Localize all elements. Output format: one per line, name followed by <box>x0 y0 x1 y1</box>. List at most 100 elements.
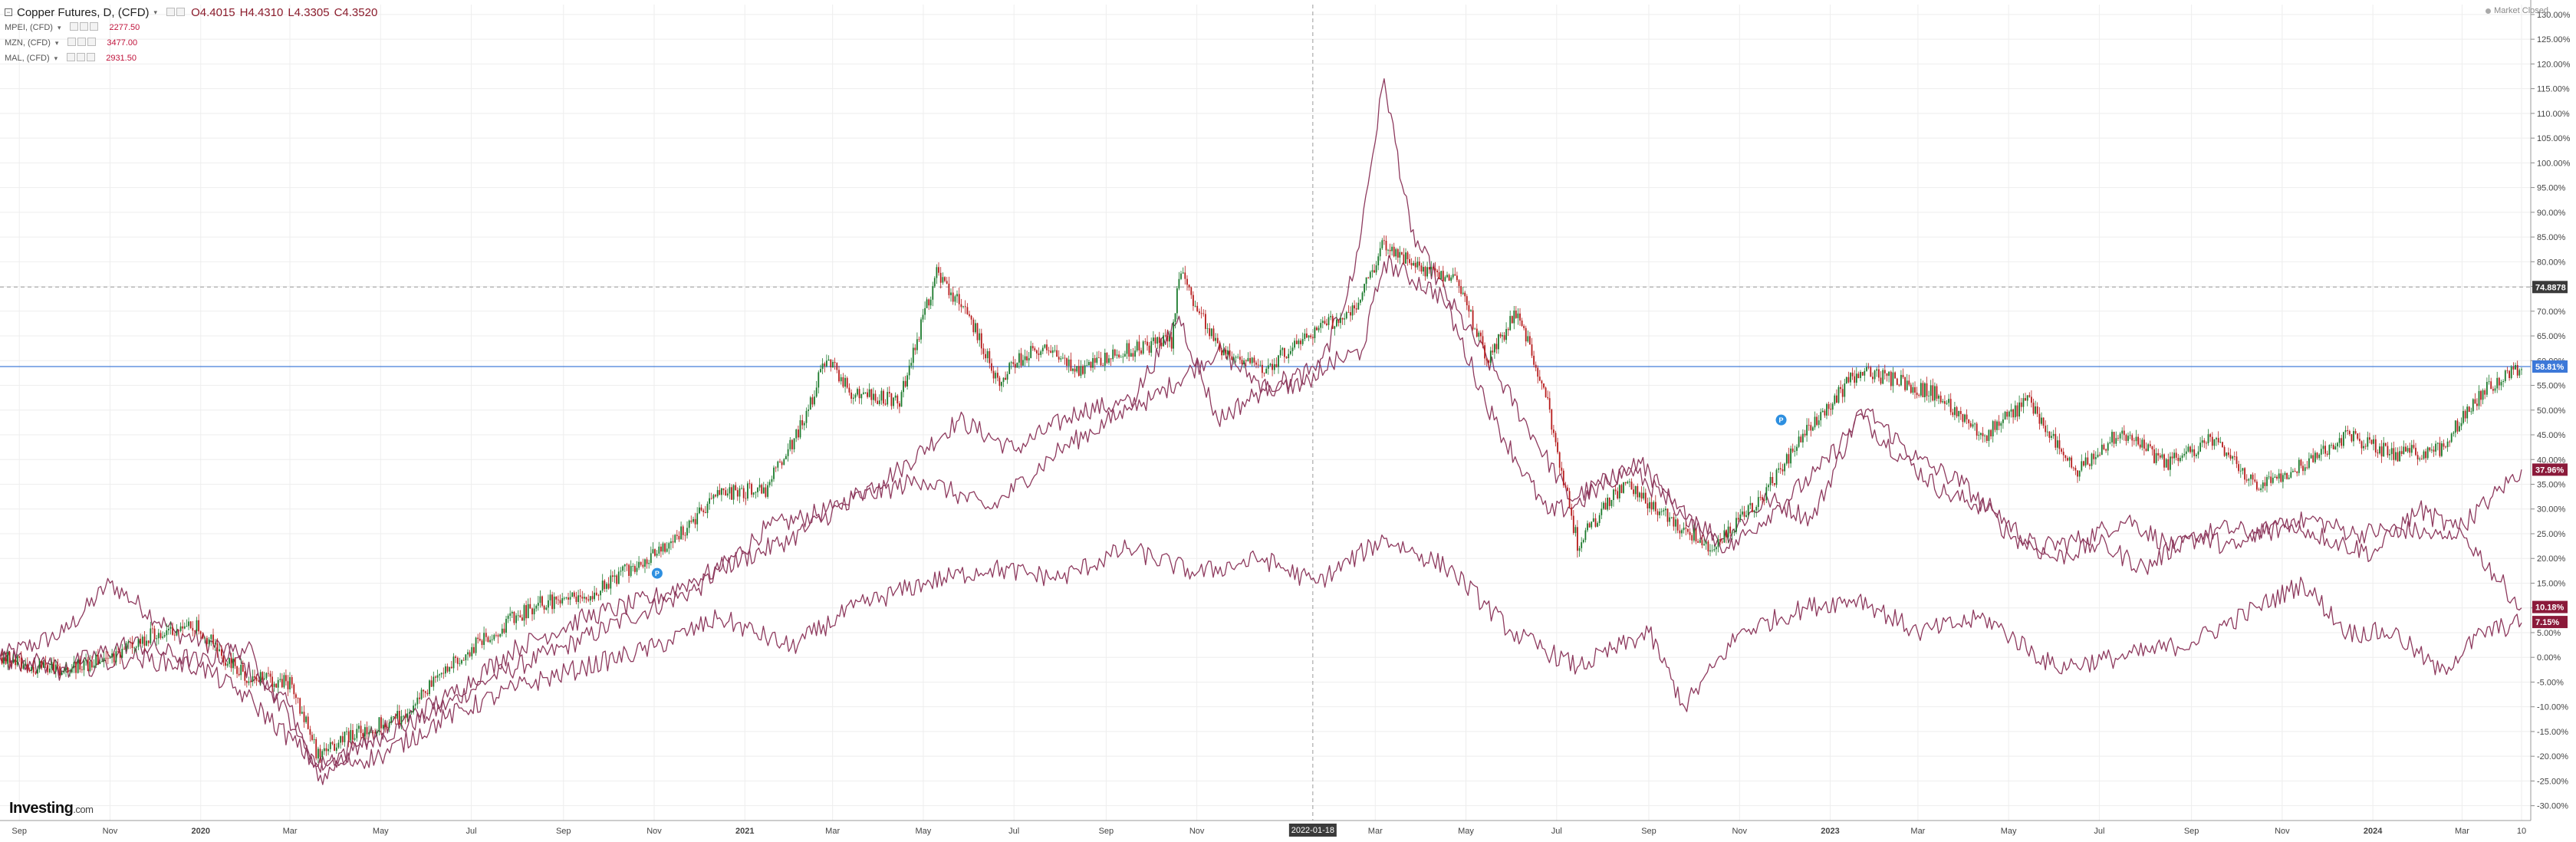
candle-body <box>2300 459 2302 466</box>
candle-body <box>1062 357 1064 359</box>
candle-body <box>1673 517 1675 527</box>
settings-icon[interactable] <box>67 53 76 61</box>
candle-body <box>1318 327 1320 331</box>
x-tick-label: Mar <box>2455 827 2469 836</box>
candle-body <box>1904 377 1906 390</box>
candle-body <box>38 660 41 669</box>
compare-symbol[interactable]: MZN, (CFD) <box>5 38 51 48</box>
candle-body <box>815 387 818 397</box>
candle-body <box>1312 337 1314 338</box>
candle-body <box>1066 358 1068 366</box>
candle-body <box>1050 350 1052 354</box>
investing-logo[interactable]: Investing.com <box>9 800 94 817</box>
candle-body <box>747 483 748 499</box>
legend-compare-row[interactable]: MZN, (CFD) ▾ 3477.00 <box>5 35 377 51</box>
compare-controls <box>67 53 97 64</box>
compare-controls <box>70 22 100 33</box>
hide-icon[interactable] <box>77 38 87 46</box>
candle-body <box>396 711 399 719</box>
candle-body <box>2199 442 2201 452</box>
y-tick-label: 90.00% <box>2537 209 2566 218</box>
candle-body <box>91 661 93 668</box>
candle-body <box>2113 432 2115 444</box>
candle-body <box>2395 452 2397 460</box>
y-tick-label: 105.00% <box>2537 134 2571 143</box>
settings-icon[interactable] <box>166 7 176 16</box>
hide-icon[interactable] <box>80 22 89 31</box>
copper-candles[interactable] <box>1 235 2522 764</box>
candle-body <box>445 666 446 674</box>
candle-body <box>1831 403 1834 410</box>
candle-body <box>2181 455 2183 459</box>
candle-body <box>1150 340 1153 353</box>
candle-body <box>706 503 709 514</box>
candle-body <box>1820 412 1822 421</box>
candle-body <box>975 323 976 333</box>
event-marker-icon[interactable] <box>1775 414 1787 426</box>
candle-body <box>1962 413 1964 423</box>
candle-body <box>2435 443 2436 452</box>
candle-body <box>1041 347 1044 352</box>
compare-line-mal[interactable] <box>0 534 2522 773</box>
candle-body <box>240 664 242 676</box>
candle-body <box>2223 447 2226 456</box>
candle-body <box>2125 435 2127 441</box>
chart-title[interactable]: Copper Futures, D, (CFD) <box>17 5 150 19</box>
candle-body <box>857 389 858 395</box>
candle-body <box>860 393 863 399</box>
candle-body <box>214 643 216 645</box>
compare-symbol[interactable]: MPEI, (CFD) <box>5 23 53 32</box>
candle-body <box>852 397 854 399</box>
compare-line-mzn[interactable] <box>0 255 2522 771</box>
candle-body <box>1763 499 1765 501</box>
candle-body <box>323 748 325 752</box>
compare-line-mpei[interactable] <box>0 78 2522 785</box>
candle-body <box>2006 412 2008 417</box>
close-icon[interactable] <box>87 38 97 46</box>
candle-body <box>585 597 587 600</box>
y-tick-label: 125.00% <box>2537 35 2571 44</box>
chevron-down-icon[interactable]: ▾ <box>54 38 59 47</box>
candle-body <box>960 304 962 308</box>
candle-body <box>903 380 904 393</box>
candle-body <box>1912 386 1914 393</box>
settings-icon[interactable] <box>67 38 77 46</box>
candle-body <box>1410 263 1413 266</box>
y-tick-label: 110.00% <box>2537 110 2570 119</box>
compare-symbol[interactable]: MAL, (CFD) <box>5 54 50 63</box>
crosshair-date-label-bg <box>1288 824 1337 837</box>
candle-body <box>1180 273 1182 279</box>
legend-compare-row[interactable]: MPEI, (CFD) ▾ 2277.50 <box>5 20 377 35</box>
chevron-down-icon[interactable]: ▾ <box>153 8 158 16</box>
collapse-icon[interactable]: − <box>5 8 12 16</box>
candle-body <box>1365 277 1367 285</box>
candle-body <box>1489 350 1492 363</box>
legend-compare-row[interactable]: MAL, (CFD) ▾ 2931.50 <box>5 51 377 66</box>
candle-body <box>735 485 737 491</box>
candle-body <box>2486 382 2488 395</box>
x-tick-label: 2020 <box>191 827 209 836</box>
event-marker-icon[interactable] <box>651 567 663 579</box>
close-icon[interactable] <box>87 53 96 61</box>
y-tick-label: -30.00% <box>2537 802 2568 811</box>
candle-body <box>1476 328 1478 337</box>
candle-body <box>1610 499 1613 506</box>
candle-body <box>1752 503 1753 512</box>
candle-body <box>791 439 793 449</box>
candle-body <box>2232 456 2234 459</box>
hide-icon[interactable] <box>176 7 186 16</box>
chevron-down-icon[interactable]: ▾ <box>54 54 58 62</box>
candle-body <box>1511 316 1513 324</box>
candle-body <box>1074 368 1076 372</box>
close-icon[interactable] <box>90 22 99 31</box>
candle-body <box>920 319 922 340</box>
candle-body <box>2121 430 2124 434</box>
candle-body <box>670 541 672 544</box>
candle-body <box>976 323 979 340</box>
candle-body <box>1888 371 1890 377</box>
hide-icon[interactable] <box>77 53 86 61</box>
chevron-down-icon[interactable]: ▾ <box>57 23 61 31</box>
settings-icon[interactable] <box>70 22 79 31</box>
candle-body <box>49 668 51 673</box>
